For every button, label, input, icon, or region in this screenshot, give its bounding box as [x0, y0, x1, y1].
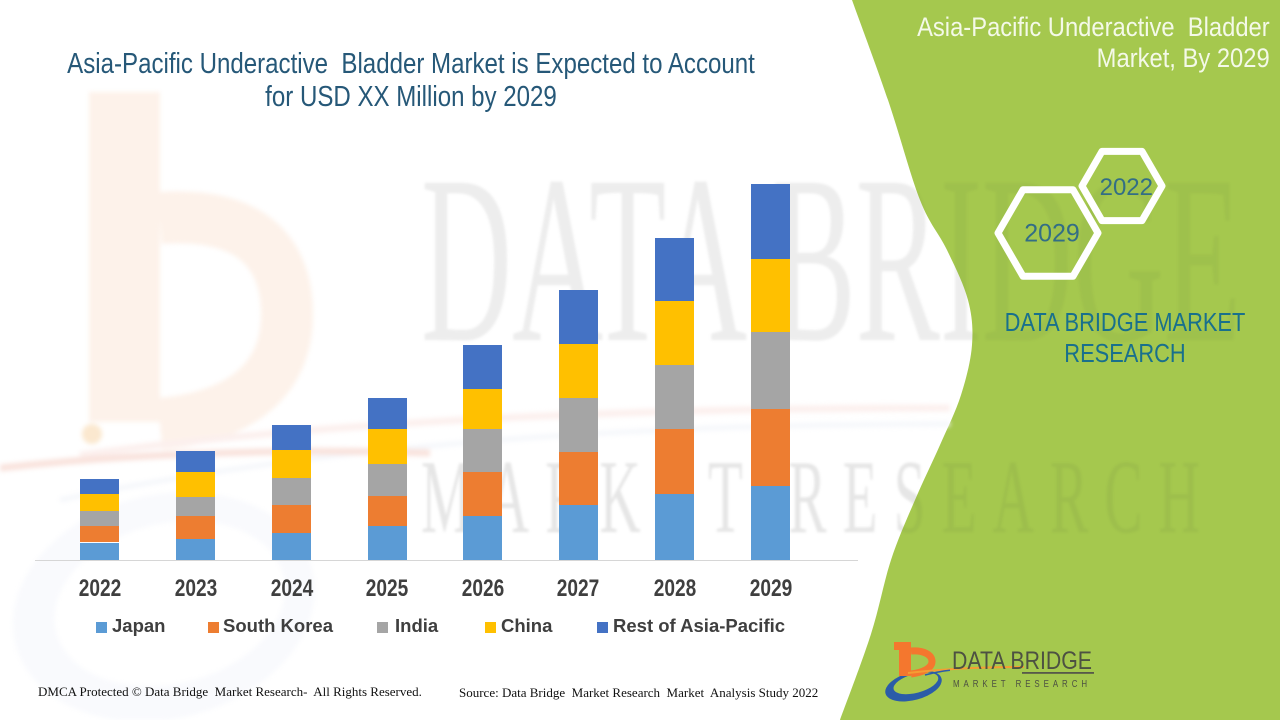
svg-text:2022: 2022	[1100, 174, 1153, 201]
svg-text:MARKET RESEARCH: MARKET RESEARCH	[953, 679, 1091, 690]
svg-text:DATA BRIDGE: DATA BRIDGE	[952, 647, 1092, 675]
svg-text:2029: 2029	[1024, 219, 1080, 247]
